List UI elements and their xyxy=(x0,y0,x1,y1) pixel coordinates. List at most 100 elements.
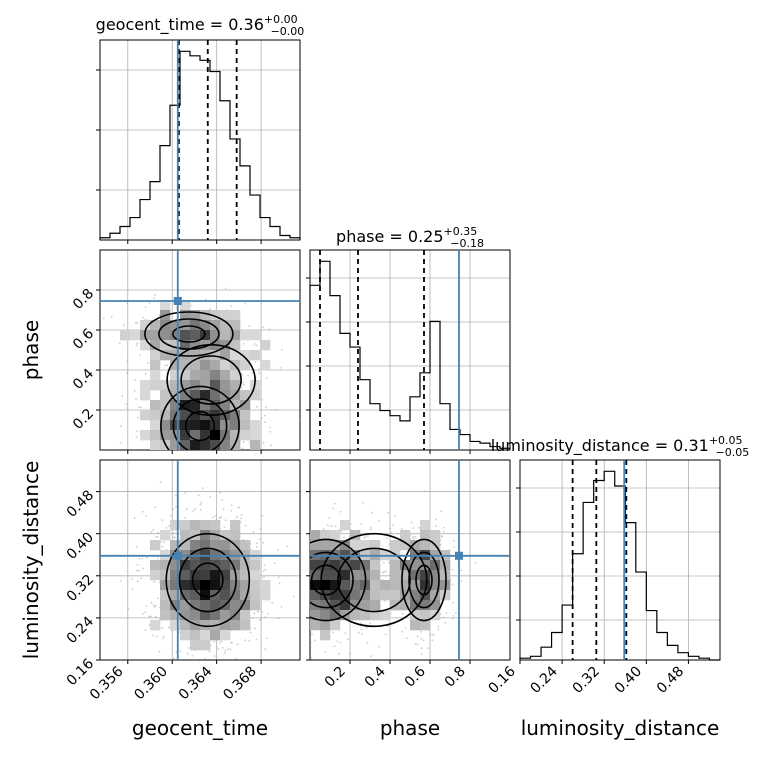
density-cell xyxy=(180,440,191,450)
sample-point xyxy=(301,572,303,574)
sample-point xyxy=(389,527,392,530)
density-cell xyxy=(190,360,201,371)
sample-point xyxy=(276,553,278,555)
y-tick-label: 0.2 xyxy=(70,406,97,433)
sample-point xyxy=(307,592,309,594)
sample-point xyxy=(231,641,233,644)
density-cell xyxy=(160,530,171,541)
sample-point xyxy=(189,304,192,307)
sample-point xyxy=(286,545,289,548)
density-cell xyxy=(170,400,181,411)
sample-point xyxy=(287,586,289,588)
density-cell xyxy=(330,610,341,621)
sample-point xyxy=(169,466,171,468)
sample-point xyxy=(301,625,303,627)
density-cell xyxy=(220,340,231,351)
sample-point xyxy=(222,508,225,511)
density-cell xyxy=(230,310,241,321)
sample-point xyxy=(136,569,139,572)
density-cell xyxy=(330,540,341,551)
sample-point xyxy=(261,611,263,613)
sample-point xyxy=(290,561,292,563)
sample-point xyxy=(162,468,164,470)
sample-point xyxy=(199,478,201,480)
density-cell xyxy=(200,380,211,391)
sample-point xyxy=(269,601,271,603)
sample-point xyxy=(151,470,153,472)
density-cell xyxy=(420,540,431,551)
density-cell xyxy=(180,360,191,371)
density-cell xyxy=(410,610,421,621)
sample-point xyxy=(333,645,336,647)
density-cell xyxy=(240,430,251,441)
density-cell xyxy=(330,570,341,581)
sample-point xyxy=(163,541,166,543)
sample-point xyxy=(387,561,390,564)
density-cell xyxy=(230,520,241,531)
density-cell xyxy=(320,540,331,551)
axes-frame xyxy=(99,459,301,661)
sample-point xyxy=(286,615,288,617)
y-axis-labels: phase luminosity_distance xyxy=(19,320,43,659)
density-cell xyxy=(420,520,431,531)
contour-line xyxy=(408,551,440,609)
x-tick-label: 0.40 xyxy=(612,664,645,697)
sample-point xyxy=(139,354,142,357)
sample-point xyxy=(290,564,292,566)
sample-point xyxy=(274,553,276,555)
sample-point xyxy=(306,525,308,527)
sample-point xyxy=(262,541,264,544)
density-cell xyxy=(200,560,211,571)
density-cell xyxy=(160,390,171,401)
sample-point xyxy=(304,614,306,616)
density-cell xyxy=(370,540,381,551)
density-cell xyxy=(240,560,251,571)
density-cell xyxy=(310,540,321,551)
density-cell xyxy=(360,590,371,601)
density-cell xyxy=(320,580,331,591)
sample-point xyxy=(194,668,196,670)
histogram-step xyxy=(99,50,301,240)
density-cell xyxy=(160,570,171,581)
sample-point xyxy=(279,566,281,568)
density-cell xyxy=(390,570,401,581)
sample-point xyxy=(205,451,207,453)
sample-point xyxy=(230,509,233,512)
density-cell xyxy=(330,590,341,601)
density-cell xyxy=(150,350,161,361)
sample-point xyxy=(292,576,294,578)
sample-point xyxy=(126,371,128,374)
sample-point xyxy=(130,474,132,476)
sample-point xyxy=(253,612,256,615)
density-cell xyxy=(150,440,161,450)
density-cell xyxy=(230,590,241,601)
density-cell xyxy=(150,410,161,421)
sample-point xyxy=(321,662,323,664)
density-cell xyxy=(230,410,241,421)
sample-point xyxy=(304,603,306,605)
density-cell xyxy=(210,440,221,450)
density-cell xyxy=(420,580,431,591)
sample-point xyxy=(297,558,299,560)
contour-line xyxy=(184,410,216,442)
sample-point xyxy=(280,606,283,608)
sample-point xyxy=(257,610,259,613)
density-cell xyxy=(190,310,201,321)
density-cell xyxy=(220,330,231,341)
sample-point xyxy=(302,561,304,563)
sample-point xyxy=(286,564,288,566)
sample-point xyxy=(322,528,325,530)
density-cell xyxy=(210,600,221,611)
sample-point xyxy=(303,588,305,590)
hist-panel-geocent-time xyxy=(96,39,301,244)
sample-point xyxy=(293,546,295,548)
y-tick-label: 0.4 xyxy=(70,366,97,393)
sample-point xyxy=(252,502,254,504)
sample-point xyxy=(224,519,227,522)
contour-line xyxy=(180,355,242,405)
sample-point xyxy=(304,568,306,570)
sample-point xyxy=(168,626,170,629)
sample-point xyxy=(155,635,158,638)
density-cell xyxy=(160,420,171,431)
density-cell xyxy=(220,560,231,571)
